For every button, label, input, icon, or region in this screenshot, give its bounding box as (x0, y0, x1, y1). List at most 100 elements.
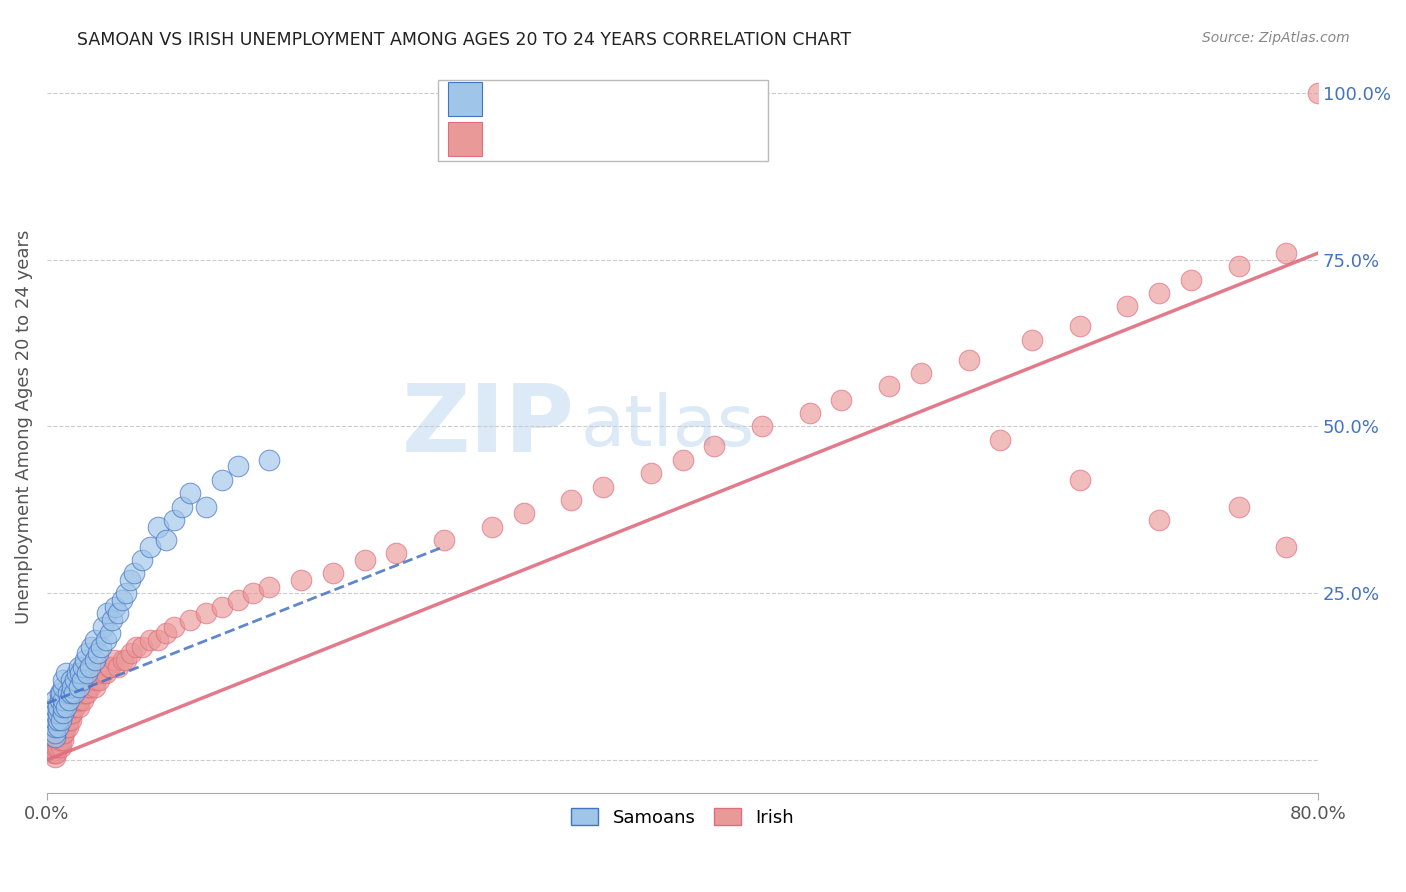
Point (80, 673, 103, 687)
Point (52, 699, 75, 714)
Point (55, 720, 77, 734)
Text: Source: ZipAtlas.com: Source: ZipAtlas.com (1202, 31, 1350, 45)
Point (988, 433, 1011, 447)
Point (671, 453, 693, 467)
Point (125, 640, 148, 654)
Point (83, 680, 105, 694)
Point (42, 739, 65, 754)
Point (48, 733, 70, 747)
Text: atlas: atlas (581, 392, 755, 461)
Point (58, 693, 80, 707)
Point (59, 706, 82, 721)
Point (70, 686, 93, 700)
Point (83, 632, 105, 647)
Point (91, 619, 114, 633)
Point (44, 713, 66, 727)
Point (52, 699, 75, 714)
Point (94, 632, 117, 647)
Point (353, 553, 375, 567)
Point (52, 673, 75, 687)
Point (94, 666, 117, 681)
Point (46, 699, 69, 714)
Point (87, 646, 110, 660)
Point (44, 743, 66, 757)
Point (46, 726, 69, 740)
Point (52, 706, 75, 721)
Point (52, 733, 75, 747)
Point (179, 486, 201, 500)
Point (120, 646, 142, 660)
Point (100, 626, 122, 640)
Point (139, 632, 162, 647)
Point (44, 736, 66, 750)
Point (115, 586, 138, 600)
Point (44, 730, 66, 744)
Point (592, 479, 614, 493)
Point (76, 646, 98, 660)
Text: SAMOAN VS IRISH UNEMPLOYMENT AMONG AGES 20 TO 24 YEARS CORRELATION CHART: SAMOAN VS IRISH UNEMPLOYMENT AMONG AGES … (77, 31, 852, 49)
Point (51, 726, 73, 740)
Point (146, 632, 169, 647)
Point (259, 453, 281, 467)
Point (59, 713, 82, 727)
Point (131, 640, 153, 654)
Point (44, 733, 66, 747)
Point (1308, 86, 1330, 100)
Point (194, 606, 217, 620)
Point (104, 599, 127, 614)
Point (46, 713, 69, 727)
Point (53, 713, 76, 727)
Point (73, 653, 96, 667)
Point (48, 686, 70, 700)
Point (72, 659, 94, 673)
Point (76, 666, 98, 681)
Point (512, 506, 534, 520)
Point (53, 726, 76, 740)
Point (46, 720, 69, 734)
Point (52, 713, 75, 727)
Point (60, 680, 83, 694)
Point (107, 606, 129, 620)
Point (118, 573, 141, 587)
Point (957, 352, 980, 367)
Point (67, 693, 90, 707)
Point (41, 739, 63, 754)
Point (67, 680, 90, 694)
Point (89, 673, 111, 687)
Point (42, 747, 65, 761)
Point (83, 653, 105, 667)
Point (72, 693, 94, 707)
Point (100, 659, 122, 673)
Point (131, 553, 153, 567)
Point (107, 659, 129, 673)
Point (155, 533, 177, 547)
Point (59, 686, 82, 700)
Point (55, 699, 77, 714)
Point (124, 566, 146, 581)
Point (52, 706, 75, 721)
Point (51, 713, 73, 727)
Point (1116, 300, 1139, 314)
Point (45, 739, 67, 754)
Point (45, 747, 67, 761)
Point (45, 720, 67, 734)
Point (58, 706, 80, 721)
Point (56, 720, 79, 734)
Point (1180, 273, 1202, 287)
Point (96, 606, 118, 620)
Point (76, 686, 98, 700)
Point (69, 666, 91, 681)
Point (751, 419, 773, 434)
Point (44, 749, 66, 764)
Point (155, 626, 177, 640)
Point (877, 379, 900, 393)
Point (45, 726, 67, 740)
Point (63, 686, 86, 700)
Point (44, 693, 66, 707)
Point (52, 680, 75, 694)
Point (56, 713, 79, 727)
Point (44, 739, 66, 754)
Point (45, 733, 67, 747)
Point (1227, 260, 1250, 274)
Point (56, 686, 79, 700)
